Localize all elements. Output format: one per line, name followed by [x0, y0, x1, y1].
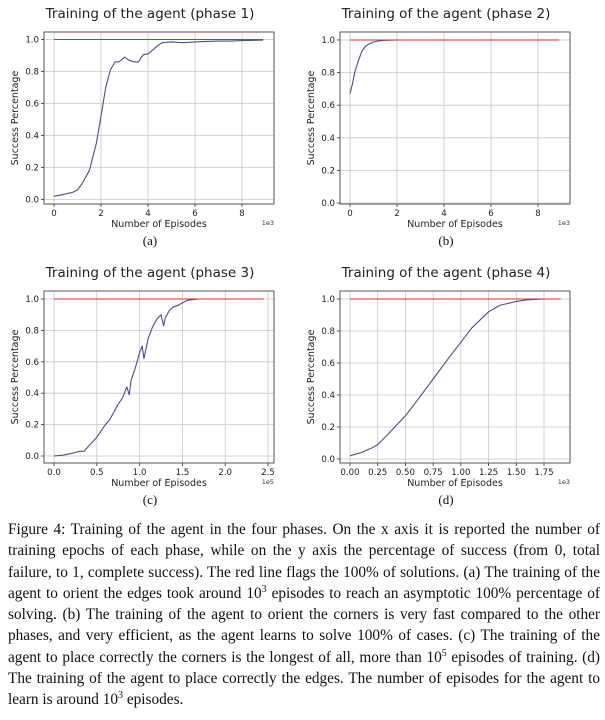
grid	[44, 291, 274, 463]
x-tick-label: 2	[394, 209, 399, 219]
chart-title: Training of the agent (phase 4)	[341, 265, 551, 281]
grid	[44, 32, 274, 204]
x-tick-label: 1.25	[479, 468, 498, 478]
success-curve	[349, 298, 561, 457]
x-tick-label: 0.75	[424, 468, 443, 478]
x-axis-exponent: 1e3	[262, 219, 274, 227]
x-tick-label: 0.25	[368, 468, 387, 478]
caption-text: Figure 4: Training of the agent in the f…	[8, 521, 600, 602]
x-tick-label: 0	[51, 209, 56, 219]
subfigure-label: (b)	[438, 233, 454, 248]
y-tick-label: 0.6	[25, 358, 39, 368]
subfigure-label: (d)	[438, 492, 454, 507]
subfigure-label: (a)	[142, 233, 158, 248]
x-tick-label: 0.5	[90, 468, 104, 478]
caption-superscript: 5	[441, 647, 447, 659]
x-tick-label: 8	[239, 209, 244, 219]
x-tick-label: 1.0	[133, 468, 147, 478]
x-tick-label: 0	[347, 209, 352, 219]
y-axis-label: Success Percentage	[10, 329, 21, 424]
x-tick-label: 1.00	[451, 468, 470, 478]
figure-caption: Figure 4: Training of the agent in the f…	[8, 519, 600, 711]
y-axis-label: Success Percentage	[10, 70, 21, 165]
x-axis-exponent: 1e3	[558, 219, 570, 227]
y-tick-label: 0.2	[321, 166, 335, 176]
x-tick-label: 1.50	[507, 468, 526, 478]
y-tick-label: 0.4	[321, 391, 335, 401]
x-tick-label: 2	[98, 209, 103, 219]
chart-panel-b: Training of the agent (phase 2) 0 2 4 6 8 0.0…	[296, 0, 596, 258]
y-axis-label: Success Percentage	[306, 329, 317, 424]
x-tick-label: 0.50	[396, 468, 415, 478]
y-tick-label: 0.6	[321, 359, 335, 369]
chart-panel-d: Training of the agent (phase 4) 0.00 0.25…	[296, 259, 596, 517]
x-axis-exponent: 1e3	[558, 478, 570, 486]
y-tick-label: 0.0	[25, 196, 39, 206]
x-axis-label: Number of Episodes	[111, 219, 207, 230]
y-tick-label: 0.6	[25, 100, 39, 110]
x-tick-label: 6	[488, 209, 493, 219]
x-tick-label: 4	[145, 209, 150, 219]
x-axis-label: Number of Episodes	[407, 478, 503, 489]
y-tick-label: 0.4	[25, 132, 39, 142]
y-tick-label: 0.2	[25, 164, 39, 174]
y-tick-label: 1.0	[25, 295, 39, 305]
y-tick-label: 1.0	[321, 36, 335, 46]
plot-frame	[43, 290, 275, 464]
chart-panel-a: Training of the agent (phase 1) 0 2 4 6 8 0.0…	[0, 0, 300, 258]
x-tick-label: 1.75	[534, 468, 553, 478]
x-axis-label: Number of Episodes	[111, 478, 207, 489]
x-tick-label: 8	[535, 209, 540, 219]
y-tick-label: 0.6	[321, 101, 335, 111]
y-tick-label: 0.0	[25, 452, 39, 462]
x-tick-label: 4	[441, 209, 446, 219]
caption-superscript: 3	[118, 690, 124, 702]
grid	[340, 32, 570, 204]
x-tick-label: 0.0	[47, 468, 61, 478]
y-tick-label: 0.0	[321, 455, 335, 465]
y-tick-label: 0.8	[25, 326, 39, 336]
chart-plot: 0 2 4 6 8 0.0 0.2 0.4 0.6 0.8 1.0 Number of Episode…	[10, 31, 275, 230]
x-axis-exponent: 1e5	[262, 478, 274, 486]
chart-plot: 0.00 0.25 0.50 0.75 1.00 1.25 1.50 1.75 0.0 0.2 0.…	[306, 290, 571, 489]
plot-frame	[339, 290, 571, 464]
y-tick-label: 0.2	[321, 423, 335, 433]
y-tick-label: 0.2	[25, 421, 39, 431]
y-tick-label: 1.0	[25, 36, 39, 46]
y-tick-label: 1.0	[321, 295, 335, 305]
y-tick-label: 0.8	[25, 68, 39, 78]
y-tick-label: 0.0	[321, 199, 335, 209]
y-tick-label: 0.4	[321, 134, 335, 144]
x-tick-label: 2.5	[261, 468, 275, 478]
x-tick-label: 1.5	[176, 468, 190, 478]
x-axis-label: Number of Episodes	[407, 219, 503, 230]
chart-title: Training of the agent (phase 2)	[341, 6, 551, 22]
chart-plot: 0.0 0.5 1.0 1.5 2.0 2.50.00.20.40.60.81.0Numb…	[10, 290, 275, 489]
caption-superscript: 3	[261, 583, 267, 595]
success-curve	[349, 39, 560, 94]
success-curve	[53, 39, 264, 197]
y-axis-label: Success Percentage	[306, 70, 317, 165]
x-tick-label: 2.0	[218, 468, 232, 478]
subfigure-label: (c)	[142, 492, 158, 507]
caption-text: episodes to reach an asymptotic 100% per…	[8, 584, 600, 666]
chart-panel-c: Training of the agent (phase 3) 0.0 0.5 1.…	[0, 259, 300, 517]
chart-title: Training of the agent (phase 3)	[45, 265, 255, 281]
success-curve	[53, 298, 264, 457]
caption-text: episodes of training. (d) The training o…	[8, 648, 600, 709]
x-tick-label: 6	[192, 209, 197, 219]
y-tick-label: 0.4	[25, 389, 39, 399]
caption-text: episodes.	[123, 691, 184, 709]
grid	[340, 291, 570, 463]
chart-plot: 0 2 4 6 8 0.0 0.2 0.4 0.6 0.8 1.0 Number of Episode…	[306, 31, 571, 230]
chart-title: Training of the agent (phase 1)	[45, 6, 255, 22]
plot-frame	[339, 31, 571, 205]
x-tick-label: 0.00	[340, 468, 359, 478]
plot-frame	[43, 31, 275, 205]
y-tick-label: 0.8	[321, 69, 335, 79]
y-tick-label: 0.8	[321, 327, 335, 337]
